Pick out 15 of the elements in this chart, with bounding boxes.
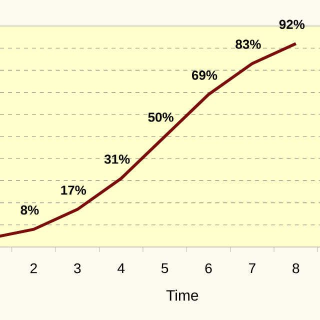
- x-axis-title: Time: [166, 290, 198, 301]
- data-label: 31%: [104, 154, 130, 164]
- data-label: 17%: [61, 186, 86, 195]
- data-label: 92%: [279, 20, 305, 29]
- data-label: 50%: [148, 112, 174, 122]
- x-tick-label: 8: [292, 263, 300, 274]
- data-label: 83%: [236, 40, 261, 49]
- data-label: 8%: [20, 205, 39, 215]
- x-tick-label: 6: [205, 263, 212, 274]
- x-tick-label: 2: [30, 263, 37, 274]
- x-tick-label: 3: [74, 263, 81, 274]
- x-tick-label: 4: [118, 263, 125, 273]
- data-label: 69%: [192, 70, 218, 80]
- x-tick-label: 7: [249, 263, 256, 273]
- x-tick-label: 5: [161, 263, 168, 274]
